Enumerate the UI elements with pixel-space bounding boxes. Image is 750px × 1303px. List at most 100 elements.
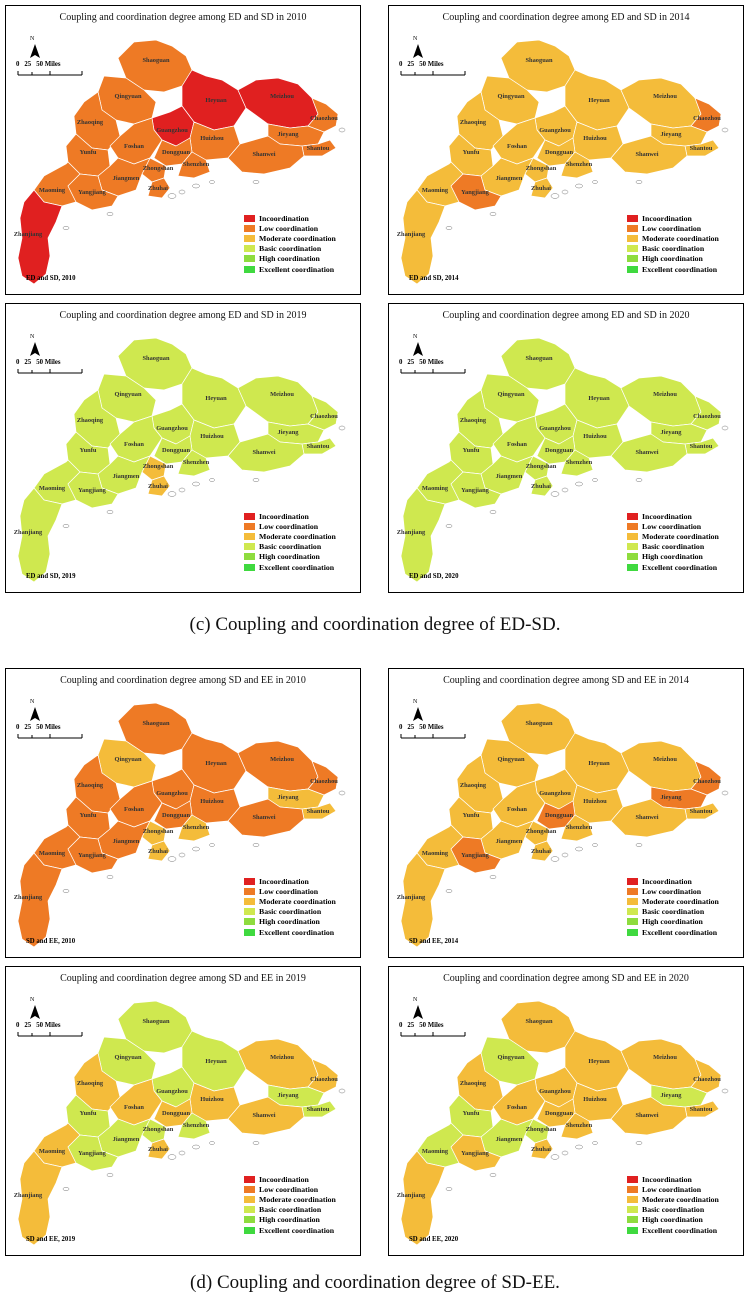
city-label-chaozhou: Chaozhou: [310, 778, 338, 785]
region-zhanjiang: [400, 1150, 446, 1246]
north-label: N: [413, 997, 418, 1003]
map-panel-ed-sd-2019: Coupling and coordination degree among E…: [5, 303, 361, 593]
city-label-jieyang: Jieyang: [278, 131, 300, 138]
island: [252, 843, 260, 847]
legend-item-basic-coordination: Basic coordination: [244, 907, 336, 917]
region-foshan: [109, 780, 163, 828]
city-label-yunfu: Yunfu: [463, 149, 480, 156]
region-shanwei: [227, 798, 305, 838]
city-label-chaozhou: Chaozhou: [310, 1076, 338, 1083]
region-yangjiang: [67, 173, 119, 211]
city-label-zhongshan: Zhongshan: [526, 165, 557, 172]
island: [721, 1088, 729, 1094]
city-label-heyuan: Heyuan: [205, 97, 227, 104]
city-label-zhanjiang: Zhanjiang: [397, 1192, 426, 1199]
legend-item-basic-coordination: Basic coordination: [627, 244, 719, 254]
island: [550, 193, 560, 199]
north-label: N: [413, 334, 418, 340]
city-label-qingyuan: Qingyuan: [115, 93, 142, 100]
legend-swatch: [627, 553, 638, 561]
island: [338, 790, 346, 796]
north-arrow-icon: [413, 342, 423, 356]
city-label-chaozhou: Chaozhou: [310, 115, 338, 122]
legend-item-basic-coordination: Basic coordination: [627, 542, 719, 552]
city-label-shenzhen: Shenzhen: [566, 161, 593, 168]
legend-label: Moderate coordination: [259, 896, 336, 906]
caption-c: (c) Coupling and coordination degree of …: [189, 614, 561, 635]
city-label-jiangmen: Jiangmen: [113, 473, 140, 480]
city-label-zhuhai: Zhuhai: [148, 848, 168, 855]
island: [209, 1141, 215, 1145]
island: [489, 211, 497, 217]
scale-label: 0: [16, 359, 20, 366]
city-label-guangzhou: Guangzhou: [156, 127, 188, 134]
city-label-shenzhen: Shenzhen: [566, 1122, 593, 1129]
panel-footer: SD and EE, 2020: [409, 1236, 459, 1243]
legend-swatch: [627, 522, 638, 530]
island: [252, 1141, 260, 1145]
city-label-dongguan: Dongguan: [545, 447, 574, 454]
legend-item-low-coordination: Low coordination: [627, 521, 719, 531]
city-label-shaoguan: Shaoguan: [526, 57, 553, 64]
island: [62, 889, 70, 893]
scale-label: 25: [24, 724, 32, 731]
legend-label: Basic coordination: [259, 907, 322, 917]
legend-label: Incoordination: [642, 213, 692, 223]
region-foshan: [109, 117, 163, 165]
scale-bar: [17, 369, 83, 374]
legend: Incoordination Low coordination Moderate c…: [244, 511, 336, 572]
city-label-shaoguan: Shaoguan: [143, 355, 170, 362]
region-zhuhai: [530, 475, 554, 497]
scale-label: 25: [407, 61, 415, 68]
guangdong-map: Shaoguan Qingyuan Heyuan Meizhou Chaozhou Zha…: [14, 702, 346, 948]
region-foshan: [492, 780, 546, 828]
panel-footer: SD and EE, 2010: [26, 938, 76, 945]
city-label-zhongshan: Zhongshan: [526, 828, 557, 835]
region-yangjiang: [67, 836, 119, 874]
city-label-huizhou: Huizhou: [583, 798, 607, 805]
city-label-foshan: Foshan: [124, 806, 144, 813]
region-shanwei: [227, 433, 305, 473]
legend-item-high-coordination: High coordination: [627, 254, 719, 264]
legend-label: Excellent coordination: [259, 1225, 335, 1235]
city-label-dongguan: Dongguan: [162, 812, 191, 819]
city-label-huizhou: Huizhou: [583, 433, 607, 440]
island: [106, 509, 114, 515]
city-label-yangjiang: Yangjiang: [461, 1150, 490, 1157]
city-label-shantou: Shantou: [307, 808, 330, 815]
legend-swatch: [627, 245, 638, 253]
scale-labels: 0 25 50 Miles: [16, 61, 66, 68]
legend-label: Excellent coordination: [259, 927, 335, 937]
legend-item-incoordination: Incoordination: [627, 1174, 719, 1184]
legend-item-high-coordination: High coordination: [244, 552, 336, 562]
region-meizhou: [620, 77, 702, 129]
panel-title: Coupling and coordination degree among E…: [442, 310, 690, 321]
city-label-maoming: Maoming: [39, 850, 66, 857]
city-label-shenzhen: Shenzhen: [183, 161, 210, 168]
city-label-zhuhai: Zhuhai: [531, 483, 551, 490]
legend-item-excellent-coordination: Excellent coordination: [627, 264, 719, 274]
island: [167, 491, 177, 497]
city-label-guangzhou: Guangzhou: [539, 127, 571, 134]
scale-labels: 0 25 50 Miles: [16, 359, 66, 366]
island: [445, 889, 453, 893]
map-panel-ed-sd-2010: Coupling and coordination degree among E…: [5, 5, 361, 295]
legend-swatch: [627, 512, 638, 520]
region-chaozhou: [307, 1058, 339, 1094]
city-label-foshan: Foshan: [124, 143, 144, 150]
region-chaozhou: [307, 97, 339, 133]
legend-label: Low coordination: [642, 1184, 702, 1194]
region-shenzhen: [177, 151, 211, 179]
caption-d: (d) Coupling and coordination degree of …: [190, 1272, 560, 1293]
region-yangjiang: [450, 471, 502, 509]
legend-swatch: [627, 1206, 638, 1214]
city-label-zhanjiang: Zhanjiang: [14, 529, 43, 536]
legend-swatch: [244, 887, 255, 895]
region-shanwei: [610, 798, 688, 838]
panel-title: Coupling and coordination degree among S…: [443, 973, 689, 984]
city-label-shenzhen: Shenzhen: [566, 824, 593, 831]
region-zhanjiang: [400, 189, 446, 285]
scale-labels: 0 25 50 Miles: [399, 1022, 449, 1029]
legend-item-basic-coordination: Basic coordination: [627, 1205, 719, 1215]
city-label-meizhou: Meizhou: [270, 391, 294, 398]
